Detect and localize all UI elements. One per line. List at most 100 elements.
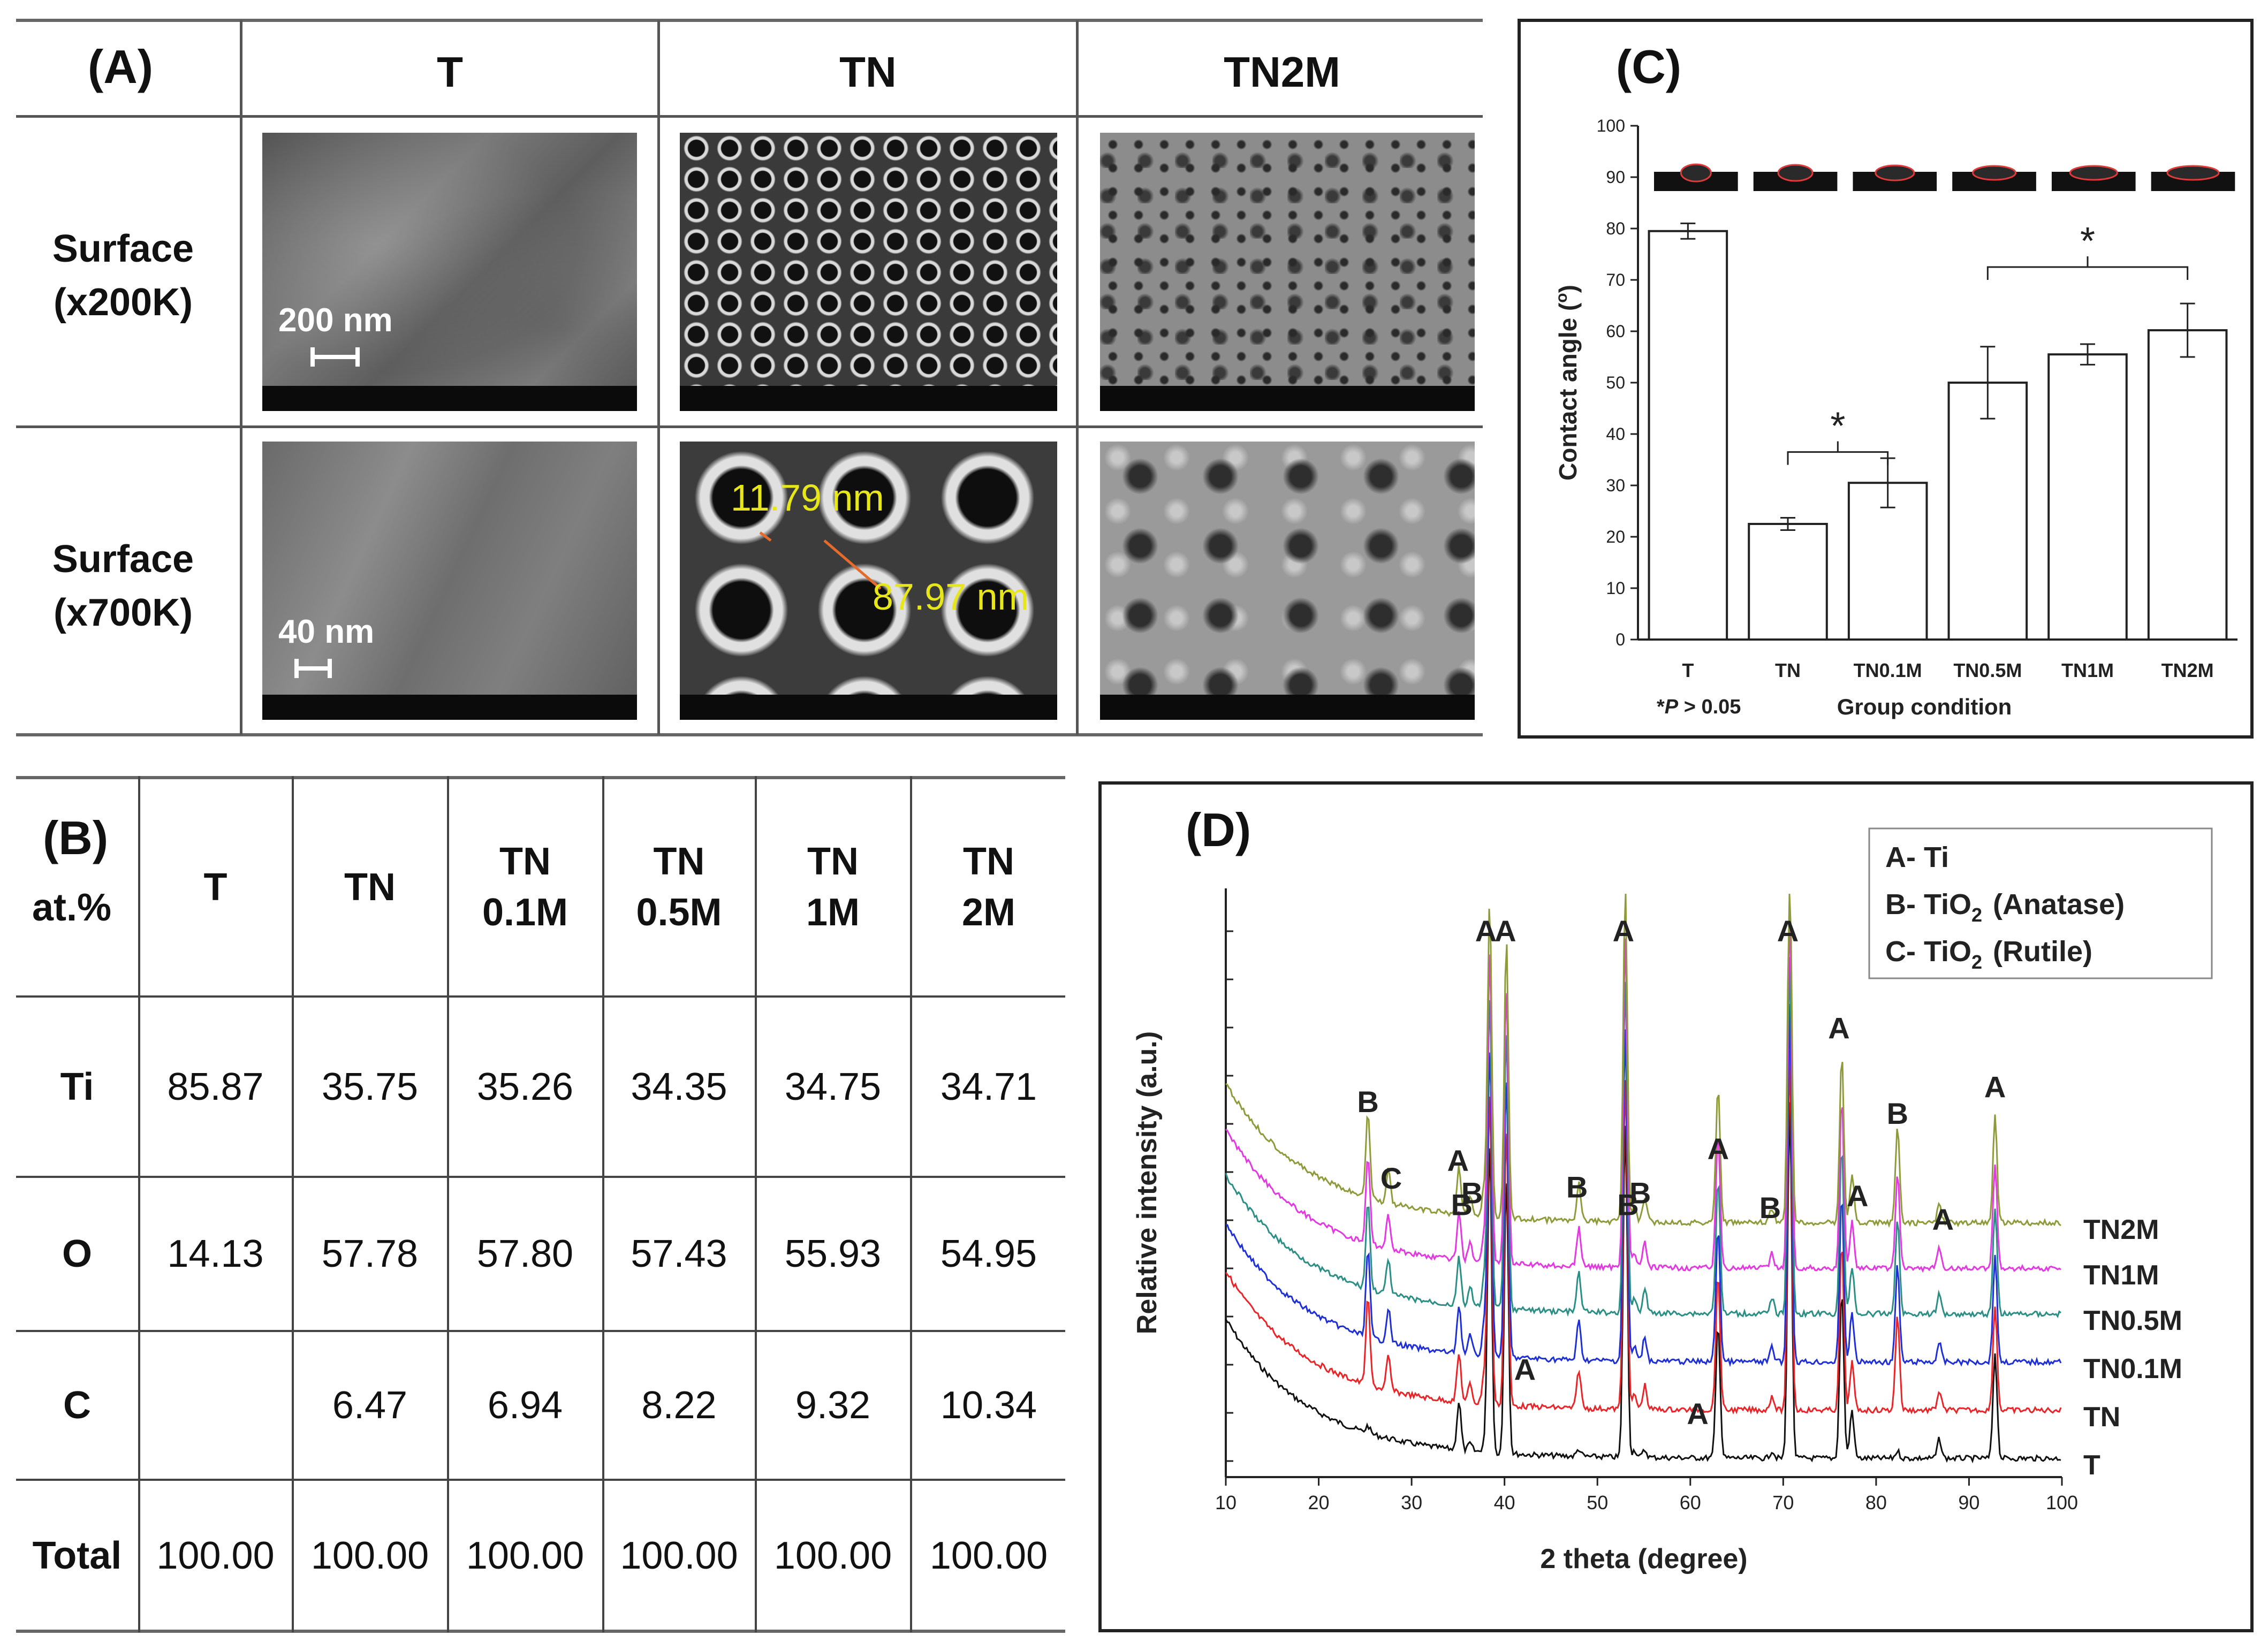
rule — [1076, 20, 1079, 735]
table-cell: 35.26 — [476, 1065, 574, 1108]
peak-label: A — [1687, 1397, 1708, 1431]
sem-databar — [680, 695, 1057, 720]
row-label-700k: Surface (x700K) — [16, 533, 230, 640]
y-tick-label: 60 — [1606, 322, 1625, 341]
sem-databar — [680, 386, 1057, 411]
rule — [447, 776, 449, 1632]
series-label: TN1M — [2083, 1260, 2159, 1291]
legend-entry: C- TiO2 (Rutile) — [1885, 935, 2092, 973]
row-label-200k: Surface (x200K) — [16, 222, 230, 329]
panel-b: (B) at.% T TN TN 0.1M TN 0.5M TN 1M TN 2M Ti 85.87 3… — [0, 771, 1071, 1643]
rule — [16, 1330, 1065, 1332]
series-TN1M — [1225, 909, 2061, 1273]
series-label: TN0.5M — [2083, 1305, 2182, 1336]
series-label: T — [2083, 1450, 2100, 1481]
y-tick-label: 70 — [1606, 270, 1625, 290]
peak-label: A — [1495, 914, 1516, 948]
droplet — [2166, 165, 2220, 181]
scalebar — [310, 347, 360, 367]
table-cell: 9.32 — [795, 1384, 871, 1427]
peak-label: A — [1514, 1353, 1536, 1387]
measurement-wall: 11.79 nm — [731, 477, 884, 519]
series-label: TN — [2083, 1402, 2120, 1433]
row-label-line: (x200K) — [53, 281, 193, 324]
rule — [292, 776, 294, 1632]
table-cell: 14.13 — [167, 1233, 264, 1275]
scalebar — [294, 659, 332, 678]
peak-label: A — [1708, 1132, 1729, 1166]
peak-label: A — [1847, 1179, 1868, 1213]
y-axis-label: Contact angle (o) — [1553, 285, 1582, 481]
rule — [602, 776, 604, 1632]
x-tick-label: TN — [1775, 659, 1801, 681]
rule — [16, 1630, 1065, 1633]
table-row-header: Total — [32, 1534, 122, 1577]
rule — [16, 1479, 1065, 1481]
y-tick-label: 10 — [1606, 579, 1625, 598]
sem-image-tn-700k: 11.79 nm 87.97 nm — [680, 442, 1057, 720]
row-label-line: Surface — [52, 538, 194, 581]
table-cell: 100.00 — [466, 1534, 585, 1577]
significance-mark: * — [2080, 220, 2095, 263]
significance-mark: * — [1830, 405, 1845, 448]
peak-label: A — [1828, 1011, 1849, 1045]
scalebar-label: 200 nm — [278, 302, 393, 339]
table-cell: 100.00 — [929, 1534, 1048, 1577]
y-tick-label: 30 — [1606, 476, 1625, 495]
x-tick-label: 30 — [1401, 1492, 1422, 1513]
bar-T — [1648, 230, 1728, 641]
rule — [138, 776, 140, 1632]
peak-label: A — [1777, 914, 1799, 948]
y-tick-label: 90 — [1606, 168, 1625, 187]
row-label-line: (x700K) — [53, 591, 193, 634]
y-tick-label: 0 — [1615, 630, 1625, 649]
table-cell: 34.71 — [940, 1065, 1037, 1108]
y-tick-label: 40 — [1606, 424, 1625, 444]
bar-TN0.1M — [1847, 482, 1928, 641]
x-tick-label: 10 — [1215, 1492, 1237, 1513]
table-cell: 100.00 — [310, 1534, 429, 1577]
table-cell: 35.75 — [321, 1065, 419, 1108]
x-tick-label: 60 — [1680, 1492, 1701, 1513]
peak-label: B — [1887, 1097, 1908, 1130]
header-line: TN — [344, 865, 396, 909]
droplet — [1680, 163, 1712, 182]
droplet — [1875, 164, 1915, 181]
peak-label: A — [1475, 914, 1497, 948]
peak-label: B — [1566, 1170, 1588, 1204]
table-cell: 100.00 — [156, 1534, 275, 1577]
peak-label: C — [1380, 1161, 1402, 1195]
table-cell: 100.00 — [773, 1534, 892, 1577]
table-cell: 10.34 — [940, 1384, 1037, 1427]
table-col-header: T — [139, 779, 292, 995]
series-TN — [1225, 1049, 2062, 1415]
x-tick-label: 80 — [1865, 1492, 1887, 1513]
panel-a: (A) T TN TN2M Surface (x200K) Surface (x… — [0, 0, 1493, 747]
table-cell: 57.80 — [476, 1233, 574, 1275]
panel-c-label: (C) — [1615, 40, 1682, 93]
rule — [16, 1176, 1065, 1178]
peak-label: A — [1984, 1070, 2006, 1104]
table-col-header: TN — [293, 779, 447, 995]
header-line: TN — [653, 840, 705, 883]
droplet — [1972, 165, 2017, 181]
rule — [240, 20, 242, 735]
table-cell: 54.95 — [940, 1233, 1037, 1275]
table-col-header: TN 1M — [756, 779, 910, 995]
sem-databar — [1100, 695, 1475, 720]
header-line: TN — [499, 840, 551, 883]
table-cell: 100.00 — [620, 1534, 738, 1577]
significance-bracket — [1986, 266, 2189, 280]
col-header-tn2m: TN2M — [1224, 48, 1340, 96]
x-tick-label: 70 — [1772, 1492, 1794, 1513]
xrd-chart: 10 20 30 40 50 60 70 80 90 100 2 theta (degree) Rel… — [1132, 827, 2213, 1574]
p-value-note: *P > 0.05 — [1657, 696, 1741, 718]
rule — [16, 776, 1065, 779]
table-cell: 57.43 — [631, 1233, 727, 1275]
scalebar-label: 40 nm — [278, 613, 375, 650]
table-cell — [139, 1332, 292, 1479]
table-row-header: Ti — [60, 1065, 94, 1108]
y-tick-label: 80 — [1606, 219, 1625, 238]
measurement-diameter: 87.97 nm — [873, 576, 1029, 618]
header-line: TN — [807, 840, 859, 883]
